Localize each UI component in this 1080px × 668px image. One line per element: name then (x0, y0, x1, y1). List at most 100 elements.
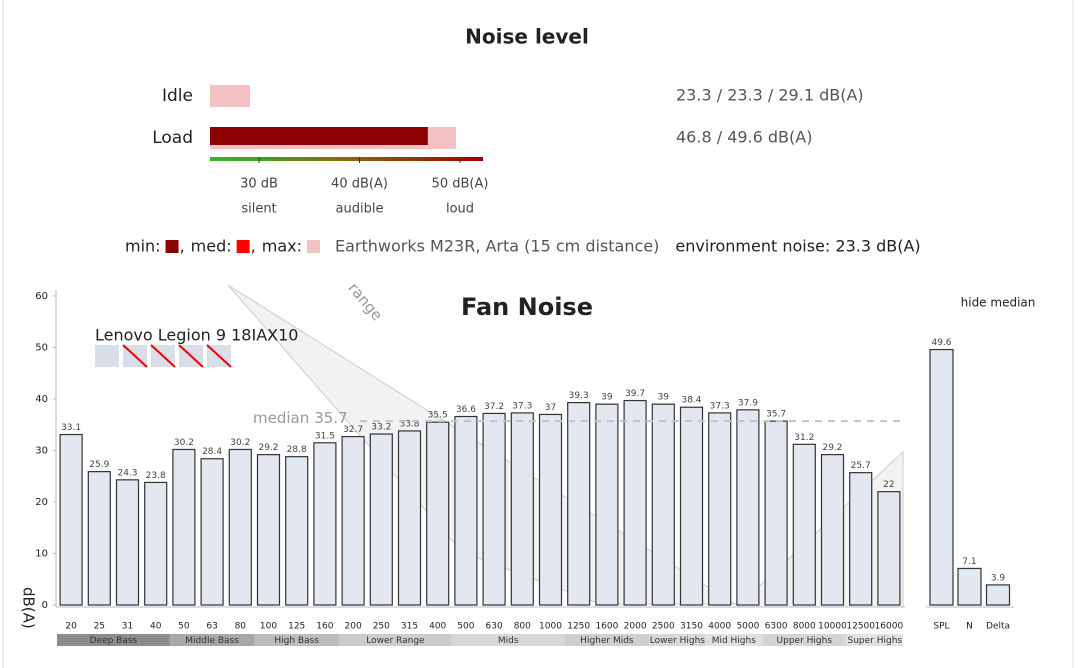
x-tick-label: 3150 (680, 622, 703, 632)
bar (985, 584, 1011, 606)
y-tick-label: 10 (35, 549, 48, 560)
row-value: 46.8 / 49.6 dB(A) (676, 128, 812, 147)
y-tick-label: 60 (35, 291, 48, 302)
chart-title: Fan Noise (461, 293, 593, 321)
x-tick-label: 250 (373, 622, 390, 632)
value-label: 35.5 (428, 411, 448, 421)
x-tick-label: 8000 (793, 622, 816, 632)
setup-text: Earthworks M23R, Arta (15 cm distance) (335, 237, 659, 256)
row-label: Load (152, 128, 193, 148)
bar (708, 412, 732, 606)
bar (59, 433, 83, 606)
row-value: 23.3 / 23.3 / 29.1 dB(A) (676, 86, 864, 105)
value-label: 25.9 (89, 460, 109, 470)
y-tick-label: 0 (42, 600, 48, 611)
bar (849, 472, 873, 606)
value-label: 33.2 (371, 423, 391, 433)
x-tick-label: 2000 (624, 622, 647, 632)
value-label: 36.6 (456, 405, 476, 415)
bar (510, 412, 534, 606)
bar (679, 406, 704, 606)
x-tick-label: 63 (206, 622, 217, 632)
group-label: Super Highs (847, 636, 902, 646)
value-label: 29.2 (258, 443, 278, 453)
noise-bar-max (210, 85, 250, 107)
x-tick-label: 630 (486, 622, 503, 632)
bar (115, 479, 140, 606)
bar (736, 409, 760, 606)
legend-separator: , (180, 237, 185, 256)
x-tick-label: 4000 (708, 622, 731, 632)
hide-median-button[interactable]: hide median (961, 296, 1036, 310)
scale-label: 30 dB (240, 177, 278, 192)
bar (820, 454, 845, 606)
x-tick-label: 20 (65, 622, 77, 632)
noise-bar-min (210, 127, 428, 145)
value-label: 33.1 (61, 423, 81, 433)
value-label: 39 (601, 393, 613, 403)
value-label: 37.9 (738, 398, 758, 408)
x-tick-label: 800 (514, 622, 531, 632)
value-label: 39 (658, 393, 670, 403)
x-tick-label: N (966, 622, 973, 632)
bar (200, 458, 224, 606)
x-tick-label: 500 (457, 622, 474, 632)
bar (144, 481, 168, 606)
x-tick-label: 50 (178, 622, 190, 632)
group-band (169, 634, 255, 646)
bar (426, 421, 450, 606)
x-tick-label: 2500 (652, 622, 675, 632)
group-label: Higher Mids (580, 636, 634, 646)
y-tick-label: 50 (35, 343, 48, 354)
legend-label: max: (262, 237, 302, 256)
legend-separator: , (251, 237, 256, 256)
bar (341, 435, 365, 606)
legend-swatch (236, 240, 250, 253)
bar (792, 443, 816, 606)
scale-note: loud (446, 202, 474, 217)
x-tick-label: 5000 (736, 622, 759, 632)
x-tick-label: 80 (235, 622, 247, 632)
value-label: 39.7 (625, 389, 645, 399)
scale-note: audible (336, 202, 384, 217)
group-band (339, 634, 452, 646)
bar (538, 413, 563, 606)
x-tick-label: 31 (122, 622, 133, 632)
legend-label: min: (125, 237, 161, 256)
value-label: 37.2 (484, 402, 504, 412)
group-label: Mid Highs (712, 636, 757, 646)
bar (172, 448, 196, 606)
x-tick-label: 100 (260, 622, 277, 632)
x-tick-label: 12500 (846, 622, 875, 632)
x-tick-label: Delta (986, 622, 1010, 632)
legend-swatch (306, 240, 320, 253)
row-label: Idle (162, 86, 193, 106)
value-label: 7.1 (962, 557, 976, 567)
legend-swatch (165, 240, 179, 253)
y-tick-label: 20 (35, 497, 48, 508)
noise-title: Noise level (465, 25, 589, 49)
x-tick-label: 400 (429, 622, 446, 632)
x-tick-label: 1600 (595, 622, 618, 632)
value-label: 37.3 (710, 401, 730, 411)
bar (877, 491, 901, 606)
value-label: 33.8 (399, 419, 419, 429)
value-label: 32.7 (343, 425, 363, 435)
group-label: Middle Bass (185, 636, 239, 646)
value-label: 30.2 (230, 438, 250, 448)
value-label: 31.2 (794, 433, 814, 443)
bar (929, 348, 954, 606)
group-band (762, 634, 847, 646)
y-tick-label: 40 (35, 394, 48, 405)
group-band (451, 634, 565, 646)
scale-label: 50 dB(A) (432, 177, 489, 192)
bar (228, 448, 252, 606)
scale-note: silent (241, 202, 276, 217)
group-band (254, 634, 339, 646)
value-label: 25.7 (851, 461, 871, 471)
value-label: 28.4 (202, 447, 222, 457)
scale-label: 40 dB(A) (331, 177, 388, 192)
bar (454, 415, 478, 606)
bar (87, 471, 111, 606)
group-band (564, 634, 650, 646)
